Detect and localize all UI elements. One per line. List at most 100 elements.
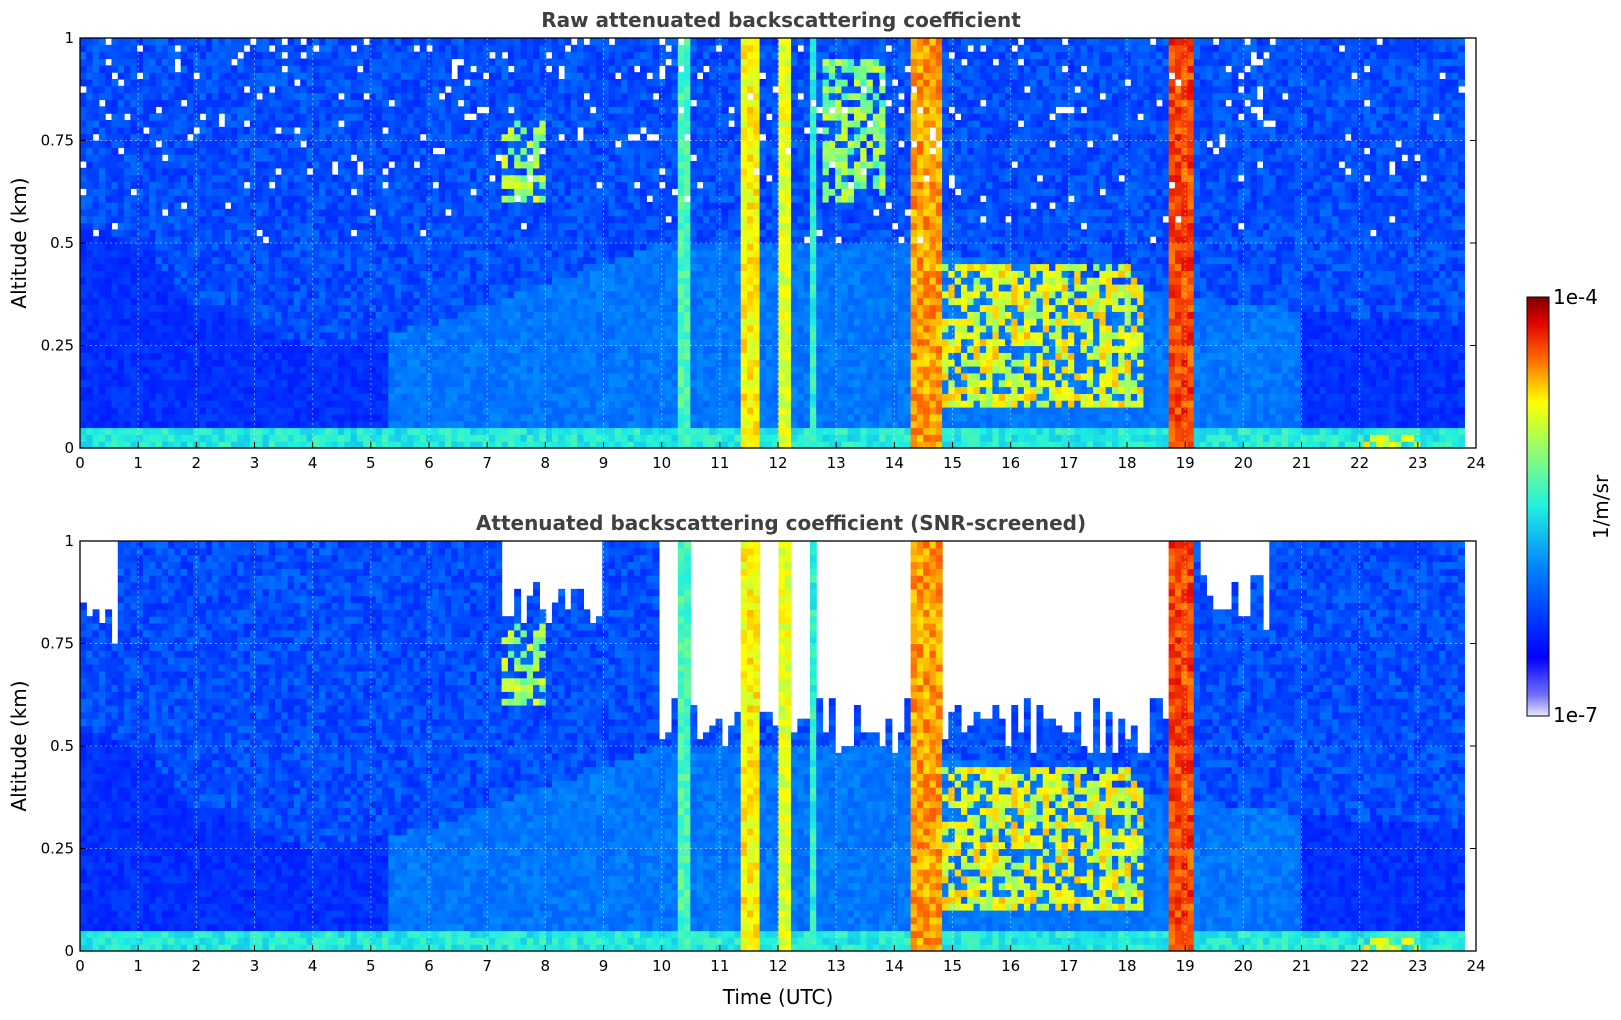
heatmap-cell [426,126,433,135]
heatmap-cell [92,311,100,319]
heatmap-cell [482,393,490,401]
heatmap-cell [382,325,389,333]
heatmap-cell [489,270,496,278]
heatmap-cell [533,434,540,442]
heatmap-cell [589,352,597,360]
heatmap-cell [382,277,389,285]
heatmap-cell [482,99,490,107]
heatmap-cell [256,249,264,258]
heatmap-cell [218,413,226,422]
heatmap-cell [281,441,289,449]
heatmap-cell [356,311,364,319]
heatmap-cell [249,256,257,265]
heatmap-cell [476,311,484,319]
heatmap-cell [583,352,591,360]
heatmap-cell [136,256,144,265]
heatmap-cell [117,126,125,135]
heatmap-cell [168,161,175,169]
heatmap-cell [105,331,113,340]
heatmap-cell [577,120,584,128]
heatmap-cell [558,236,566,244]
heatmap-cell [564,79,572,87]
heatmap-cell [583,65,591,73]
heatmap-cell [419,208,427,217]
heatmap-cell [356,263,364,271]
heatmap-cell [130,181,138,189]
heatmap-cell [262,393,270,401]
heatmap-cell [363,284,371,292]
heatmap-cell [413,154,421,162]
heatmap-cell [237,188,245,196]
heatmap-cell [338,249,345,258]
heatmap-cell [369,161,377,169]
heatmap-cell [595,325,603,333]
heatmap-cell [300,222,308,230]
heatmap-cell [457,188,465,196]
heatmap-cell [407,51,415,60]
heatmap-cell [514,44,522,53]
heatmap-cell [300,325,308,333]
heatmap-cell [262,181,270,189]
heatmap-cell [312,202,320,210]
heatmap-cell [602,413,610,422]
heatmap-cell [589,441,597,449]
heatmap-cell [293,161,301,169]
heatmap-cell [533,386,540,394]
heatmap-cell [369,140,377,148]
heatmap-cell [331,113,339,121]
heatmap-cell [558,154,566,162]
heatmap-cell [438,154,446,162]
heatmap-cell [117,427,125,435]
heatmap-cell [413,284,421,292]
heatmap-cell [124,366,131,374]
heatmap-cell [243,99,251,107]
heatmap-cell [218,92,226,101]
heatmap-cell [142,140,150,148]
heatmap-cell [463,85,471,94]
heatmap-cell [136,236,144,244]
heatmap-cell [218,386,226,394]
heatmap-cell [136,277,144,285]
heatmap-cell [105,400,113,408]
heatmap-cell [589,434,597,442]
heatmap-cell [243,325,251,333]
heatmap-cell [432,311,440,319]
heatmap-cell [432,386,440,394]
heatmap-cell [476,386,484,394]
heatmap-cell [539,243,547,251]
heatmap-cell [149,99,157,107]
heatmap-cell [583,345,591,353]
heatmap-cell [199,338,207,347]
heatmap-cell [130,92,138,101]
heatmap-cell [344,85,352,94]
heatmap-cell [608,366,616,374]
heatmap-cell [124,270,131,278]
heatmap-cell [136,181,144,189]
heatmap-cell [595,379,603,388]
heatmap-cell [595,366,603,374]
heatmap-cell [142,147,150,155]
heatmap-cell [300,106,308,114]
heatmap-cell [476,420,484,429]
heatmap-cell [350,297,358,306]
heatmap-cell [256,72,264,80]
heatmap-cell [388,181,396,189]
heatmap-cell [168,181,175,189]
heatmap-cell [155,120,163,128]
heatmap-cell [161,359,169,367]
heatmap-cell [155,263,163,271]
heatmap-cell [382,413,389,422]
heatmap-cell [231,352,238,360]
heatmap-cell [507,133,515,142]
heatmap-cell [533,236,540,244]
heatmap-cell [86,51,94,60]
heatmap-cell [142,188,150,196]
heatmap-cell [275,366,282,374]
heatmap-cell [375,58,383,66]
heatmap-cell [331,92,339,101]
heatmap-cell [388,208,396,217]
heatmap-cell [281,290,289,299]
heatmap-cell [583,72,591,80]
heatmap-cell [583,290,591,299]
heatmap-cell [589,161,597,169]
